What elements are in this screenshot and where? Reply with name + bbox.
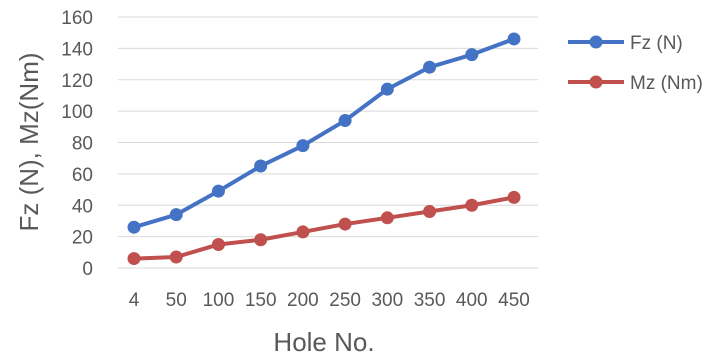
data-point [465, 48, 479, 62]
x-tick-label: 4 [129, 290, 140, 311]
legend-marker [589, 35, 603, 49]
data-point [211, 184, 225, 198]
gridlines [118, 16, 538, 269]
data-point [507, 190, 521, 204]
x-axis-title: Hole No. [273, 327, 374, 356]
x-tick-label: 100 [203, 290, 235, 311]
y-tick-label: 140 [61, 39, 93, 60]
y-tick-label: 40 [72, 196, 93, 217]
y-tick-label: 120 [61, 71, 93, 92]
y-axis-title: Fz (N), Mz(Nm) [14, 52, 44, 231]
data-point [380, 82, 394, 96]
y-tick-label: 0 [82, 259, 93, 280]
data-point [423, 60, 437, 74]
data-point [254, 159, 268, 173]
legend-label: Mz (Nm) [630, 73, 703, 94]
data-point [380, 211, 394, 225]
data-point [169, 208, 183, 222]
x-tick-label: 200 [287, 290, 319, 311]
data-point [211, 237, 225, 251]
data-point [507, 32, 521, 46]
data-point [338, 217, 352, 231]
x-tick-label: 300 [371, 290, 403, 311]
data-point [296, 139, 310, 153]
legend: Fz (N) Mz (Nm) [568, 33, 703, 94]
data-point [127, 252, 141, 266]
series-group [127, 32, 521, 266]
data-point [465, 198, 479, 212]
data-point [127, 220, 141, 234]
data-point [254, 233, 268, 247]
x-tick-label: 50 [166, 290, 187, 311]
legend-item: Mz (Nm) [568, 73, 703, 94]
y-tick-label: 80 [72, 134, 93, 155]
y-tick-label: 60 [72, 165, 93, 186]
series-line [132, 195, 516, 261]
legend-item: Fz (N) [568, 33, 683, 54]
x-tick-label: 400 [456, 290, 488, 311]
legend-marker [589, 75, 603, 89]
y-tick-label: 100 [61, 102, 93, 123]
data-point [169, 250, 183, 264]
series-2 [127, 190, 521, 266]
series-1 [127, 32, 521, 234]
data-point [423, 205, 437, 219]
data-point [338, 114, 352, 128]
y-axis-ticks: 0 20 40 60 80 100 120 140 160 [61, 8, 93, 280]
x-tick-label: 450 [498, 290, 530, 311]
legend-label: Fz (N) [630, 33, 683, 54]
series-line [132, 36, 516, 230]
data-point [296, 225, 310, 239]
y-tick-label: 20 [72, 228, 93, 249]
x-tick-label: 250 [329, 290, 361, 311]
x-tick-label: 350 [414, 290, 446, 311]
x-tick-label: 150 [245, 290, 277, 311]
y-tick-label: 160 [61, 8, 93, 29]
x-axis-ticks: 4 50 100 150 200 250 300 350 400 450 [129, 290, 530, 311]
